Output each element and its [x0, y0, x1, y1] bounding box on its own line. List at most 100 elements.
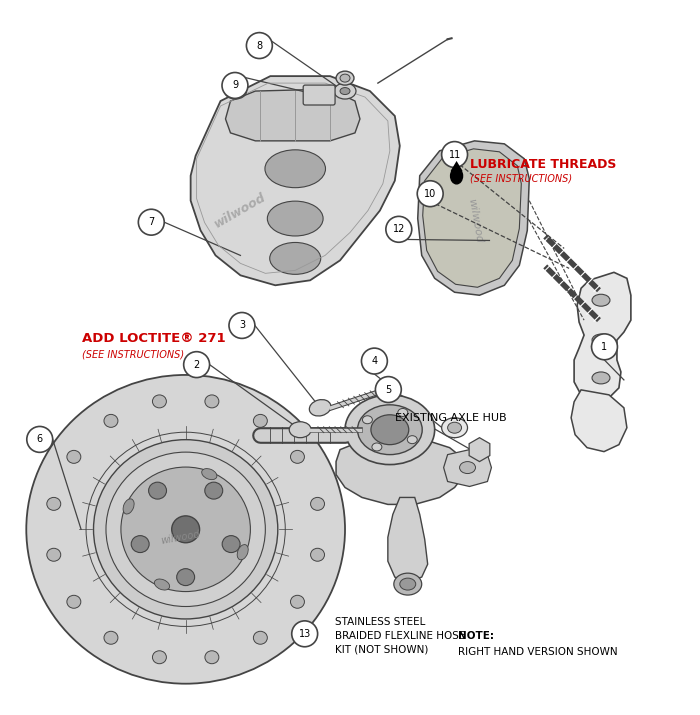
Text: 10: 10 — [424, 189, 436, 199]
Ellipse shape — [67, 450, 80, 463]
Text: wilwood: wilwood — [160, 529, 201, 546]
Text: 4: 4 — [371, 356, 377, 366]
Ellipse shape — [131, 536, 149, 553]
Polygon shape — [444, 450, 491, 486]
Ellipse shape — [230, 87, 240, 94]
Ellipse shape — [592, 372, 610, 384]
Ellipse shape — [153, 395, 167, 408]
Text: wilwood: wilwood — [466, 197, 483, 244]
Text: NOTE:: NOTE: — [458, 631, 494, 641]
Ellipse shape — [123, 499, 134, 514]
Polygon shape — [418, 141, 529, 295]
Text: 13: 13 — [299, 628, 311, 638]
Circle shape — [27, 426, 52, 453]
Polygon shape — [190, 76, 400, 285]
Text: wilwood: wilwood — [212, 190, 269, 231]
Ellipse shape — [407, 435, 417, 443]
Polygon shape — [388, 498, 428, 581]
Ellipse shape — [94, 440, 278, 619]
Ellipse shape — [205, 651, 219, 664]
Ellipse shape — [225, 83, 246, 99]
Ellipse shape — [289, 422, 312, 438]
Text: 11: 11 — [449, 149, 461, 159]
Text: 5: 5 — [385, 385, 391, 395]
Ellipse shape — [358, 405, 422, 455]
Ellipse shape — [311, 498, 325, 511]
Ellipse shape — [400, 578, 416, 590]
Ellipse shape — [148, 482, 167, 499]
Text: LUBRICATE THREADS: LUBRICATE THREADS — [470, 159, 616, 172]
Circle shape — [222, 72, 248, 99]
Text: (SEE INSTRUCTIONS): (SEE INSTRUCTIONS) — [82, 350, 183, 360]
Circle shape — [292, 621, 318, 647]
Circle shape — [229, 312, 255, 338]
Text: 2: 2 — [193, 360, 199, 370]
Ellipse shape — [336, 71, 354, 85]
Ellipse shape — [290, 596, 304, 608]
Text: 9: 9 — [232, 81, 238, 91]
Polygon shape — [336, 438, 465, 504]
Polygon shape — [574, 272, 631, 400]
Text: (SEE INSTRUCTIONS): (SEE INSTRUCTIONS) — [470, 174, 572, 184]
Ellipse shape — [155, 579, 169, 590]
Ellipse shape — [172, 516, 200, 543]
Ellipse shape — [153, 651, 167, 664]
Ellipse shape — [253, 631, 267, 644]
Ellipse shape — [47, 548, 61, 561]
Ellipse shape — [47, 498, 61, 511]
Ellipse shape — [311, 548, 325, 561]
Ellipse shape — [290, 450, 304, 463]
Text: 8: 8 — [256, 41, 262, 51]
Ellipse shape — [270, 242, 321, 275]
Ellipse shape — [267, 201, 323, 236]
Ellipse shape — [253, 415, 267, 428]
Ellipse shape — [205, 395, 219, 408]
Ellipse shape — [451, 168, 463, 184]
Ellipse shape — [106, 452, 265, 606]
Polygon shape — [225, 89, 360, 141]
Ellipse shape — [202, 468, 217, 480]
Circle shape — [417, 181, 443, 207]
Circle shape — [592, 334, 617, 360]
Circle shape — [375, 377, 401, 403]
Polygon shape — [451, 161, 463, 171]
Ellipse shape — [398, 408, 408, 416]
Text: KIT (NOT SHOWN): KIT (NOT SHOWN) — [335, 645, 428, 655]
FancyBboxPatch shape — [303, 85, 335, 105]
Text: 1: 1 — [601, 342, 608, 352]
Ellipse shape — [27, 375, 345, 684]
Polygon shape — [571, 390, 627, 452]
Ellipse shape — [176, 568, 195, 586]
Text: 7: 7 — [148, 217, 155, 227]
Circle shape — [246, 33, 272, 59]
Ellipse shape — [371, 415, 409, 445]
Ellipse shape — [334, 83, 356, 99]
Ellipse shape — [363, 415, 372, 424]
Ellipse shape — [345, 395, 435, 465]
Text: RIGHT HAND VERSION SHOWN: RIGHT HAND VERSION SHOWN — [458, 647, 617, 657]
Text: BRAIDED FLEXLINE HOSE: BRAIDED FLEXLINE HOSE — [335, 631, 465, 641]
Circle shape — [442, 142, 468, 167]
Ellipse shape — [394, 573, 421, 595]
Ellipse shape — [340, 74, 350, 82]
Text: STAINLESS STEEL: STAINLESS STEEL — [335, 617, 425, 627]
Ellipse shape — [222, 536, 240, 553]
Text: 6: 6 — [36, 435, 43, 445]
Ellipse shape — [104, 415, 118, 428]
Circle shape — [183, 352, 209, 378]
Text: ADD LOCTITE® 271: ADD LOCTITE® 271 — [82, 332, 225, 345]
Ellipse shape — [442, 418, 468, 438]
Ellipse shape — [447, 423, 461, 433]
Text: EXISTING AXLE HUB: EXISTING AXLE HUB — [395, 413, 507, 423]
Ellipse shape — [237, 545, 248, 560]
Ellipse shape — [67, 596, 80, 608]
Ellipse shape — [372, 443, 382, 451]
Ellipse shape — [340, 87, 350, 94]
Ellipse shape — [104, 631, 118, 644]
Circle shape — [139, 209, 164, 235]
Circle shape — [361, 348, 387, 374]
Polygon shape — [423, 149, 522, 287]
Text: 3: 3 — [239, 320, 245, 330]
Ellipse shape — [309, 400, 331, 416]
Ellipse shape — [265, 150, 326, 187]
